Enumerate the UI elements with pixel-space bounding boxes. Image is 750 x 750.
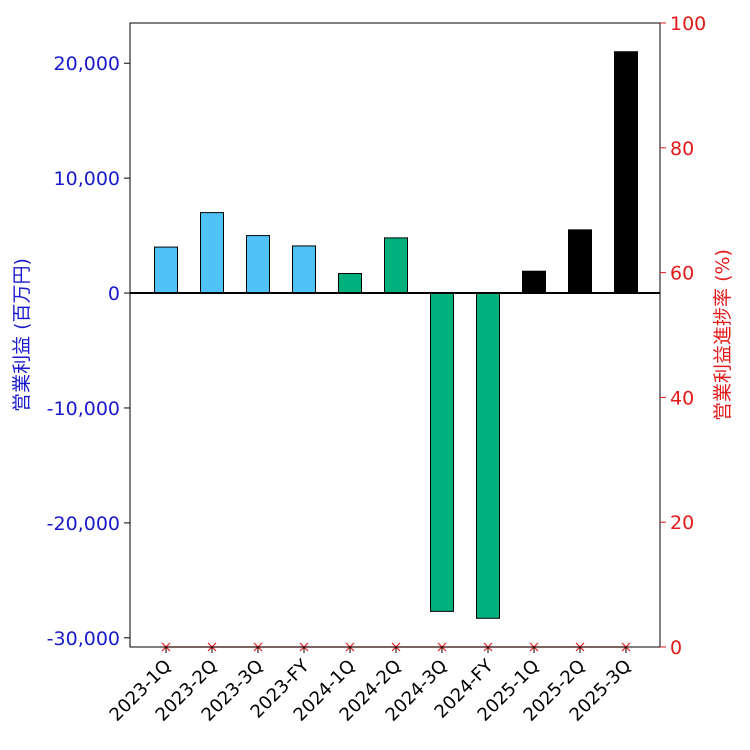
bar-2023-2Q xyxy=(200,212,224,294)
left-tick-label: 0 xyxy=(108,283,120,305)
y-axis-label-right: 営業利益進捗率 (%) xyxy=(712,249,734,421)
bar-2023-3Q xyxy=(246,235,270,294)
right-tick-label: 80 xyxy=(670,138,694,160)
labels-layer: 営業利益 (百万円) 営業利益進捗率 (%) xyxy=(11,249,734,421)
y-axis-label-left: 営業利益 (百万円) xyxy=(11,258,33,412)
bar-2024-FY xyxy=(476,292,500,619)
left-tick-label: 20,000 xyxy=(54,53,120,75)
right-tick-label: 60 xyxy=(670,263,694,285)
right-tick-label: 20 xyxy=(670,512,694,534)
bar-2025-1Q xyxy=(522,270,546,294)
right-tick-label: 40 xyxy=(670,387,694,409)
left-tick-label: 10,000 xyxy=(54,168,120,190)
right-tick-label: 100 xyxy=(670,13,706,35)
bar-2025-3Q xyxy=(614,51,638,294)
left-tick-label: -10,000 xyxy=(47,398,120,420)
bar-2024-2Q xyxy=(384,237,408,294)
left-tick-label: -20,000 xyxy=(47,513,120,535)
axes-layer: -30,000 -20,000 -10,000 0 10,000 20,000 0 20 40 6… xyxy=(47,13,707,726)
plot-frame xyxy=(129,22,661,648)
bar-2025-2Q xyxy=(568,229,592,294)
bar-2024-1Q xyxy=(338,273,362,294)
right-tick-label: 0 xyxy=(670,637,682,659)
bar-2023-1Q xyxy=(154,246,178,294)
bar-2024-3Q xyxy=(430,292,454,612)
left-tick-label: -30,000 xyxy=(47,628,120,650)
bar-2023-FY xyxy=(292,245,316,294)
bars-layer xyxy=(154,51,638,619)
